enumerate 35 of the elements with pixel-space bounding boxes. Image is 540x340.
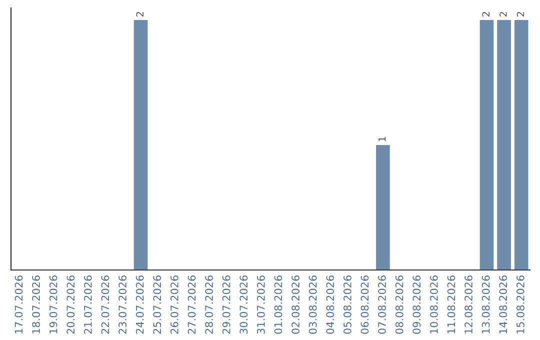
x-tick-label: 12.08.2026 [464, 276, 472, 334]
data-label: 2 [516, 12, 524, 17]
x-tick-label: 30.07.2026 [240, 276, 248, 334]
x-tick-label: 19.07.2026 [49, 276, 58, 334]
x-tick-label: 02.08.2026 [292, 276, 300, 334]
x-tick-label: 13.08.2026 [482, 276, 490, 334]
x-tick-label: 18.07.2026 [32, 276, 40, 334]
x-tick-label: 03.08.2026 [308, 276, 317, 334]
x-tick-label: 21.07.2026 [84, 276, 92, 334]
x-tick-label: 27.07.2026 [188, 276, 196, 334]
x-tick-label: 17.07.2026 [14, 276, 23, 334]
x-tick-label: 14.08.2026 [499, 276, 508, 334]
x-tick-label: 06.08.2026 [360, 276, 369, 334]
data-label: 2 [136, 12, 144, 17]
x-tick-label: 15.08.2026 [516, 276, 524, 334]
x-tick-label: 23.07.2026 [118, 276, 126, 334]
x-tick-label: 22.07.2026 [101, 276, 110, 334]
data-label: 1 [378, 136, 386, 142]
x-tick-label: 11.08.2026 [447, 276, 456, 334]
data-label: 2 [482, 12, 490, 17]
x-tick-label: 24.07.2026 [136, 276, 144, 334]
x-tick-label: 10.08.2026 [430, 276, 438, 334]
x-tick-label: 08.08.2026 [395, 276, 404, 334]
x-tick-label: 07.08.2026 [378, 276, 386, 334]
x-tick-label: 29.07.2026 [222, 276, 230, 334]
x-tick-label: 05.08.2026 [343, 276, 352, 334]
x-tick-label: 01.08.2026 [274, 276, 282, 334]
x-tick-label: 20.07.2026 [66, 276, 75, 334]
x-tick-label: 26.07.2026 [170, 276, 178, 334]
x-tick-label: 25.07.2026 [153, 276, 162, 334]
x-tick-label: 31.07.2026 [256, 276, 265, 334]
x-tick-label: 28.07.2026 [205, 276, 213, 334]
x-tick-label: 09.08.2026 [412, 276, 421, 334]
data-label: 2 [500, 12, 507, 17]
x-tick-label: 04.08.2026 [326, 276, 334, 334]
